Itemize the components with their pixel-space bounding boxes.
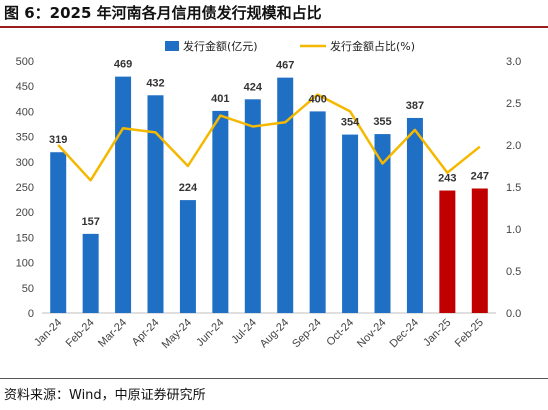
bar <box>342 134 359 313</box>
bar-data-label: 401 <box>211 93 229 105</box>
bar <box>115 76 132 314</box>
ratio-line <box>57 93 481 182</box>
bar <box>82 233 99 313</box>
legend-swatch-bar <box>165 41 179 51</box>
bar-data-label: 387 <box>406 100 424 112</box>
bar <box>277 77 294 313</box>
right-y-tick-label: 2.0 <box>506 140 521 152</box>
bar-data-label: 467 <box>276 60 294 72</box>
bar-data-label: 247 <box>471 171 489 183</box>
legend-label-bar: 发行金额(亿元) <box>183 39 258 53</box>
bar-data-label: 400 <box>308 93 326 105</box>
x-tick-label: Oct-24 <box>324 317 356 349</box>
bar <box>374 134 391 313</box>
right-y-tick-label: 0.0 <box>506 308 521 320</box>
bar-data-label: 424 <box>244 81 263 93</box>
left-y-tick-label: 150 <box>16 232 34 244</box>
right-y-tick-label: 3.0 <box>506 56 521 68</box>
left-y-tick-label: 400 <box>16 106 34 118</box>
left-y-tick-label: 100 <box>16 258 34 270</box>
x-tick-label: Feb-24 <box>64 317 97 350</box>
bar-data-label: 432 <box>146 77 164 89</box>
bar <box>309 111 326 314</box>
title-divider <box>0 26 548 28</box>
source-note: 资料来源：Wind，中原证券研究所 <box>4 388 206 403</box>
legend: 发行金额(亿元) 发行金额占比(%) <box>165 39 415 53</box>
bar-series <box>50 76 488 314</box>
bar <box>406 117 423 314</box>
left-y-tick-label: 0 <box>28 308 34 320</box>
bar <box>179 200 196 313</box>
left-y-tick-label: 50 <box>22 283 34 295</box>
x-tick-label: Jan-25 <box>421 317 453 349</box>
bar <box>471 188 488 313</box>
bar-data-label: 243 <box>438 173 456 185</box>
x-tick-label: Jul-24 <box>229 317 259 347</box>
bar <box>244 99 261 313</box>
right-y-tick-label: 0.5 <box>506 266 521 278</box>
bar-data-label: 319 <box>49 134 67 146</box>
bar <box>212 110 229 313</box>
x-tick-label: Feb-25 <box>453 317 486 350</box>
bar-data-labels: 319 157 469 432 224 401 424 467 400 354 355 387 243 2… <box>49 59 489 228</box>
x-tick-label: Aug-24 <box>258 317 292 351</box>
x-tick-label: Jun-24 <box>194 317 226 349</box>
chart: 0 50 100 150 200 250 300 350 400 450 500 0.0 0.5 1.0… <box>16 39 522 351</box>
bar-data-label: 469 <box>114 59 132 71</box>
right-y-tick-label: 1.0 <box>506 224 521 236</box>
left-y-tick-label: 300 <box>16 157 34 169</box>
right-y-axis: 0.0 0.5 1.0 1.5 2.0 2.5 3.0 <box>506 56 521 320</box>
x-tick-label: Nov-24 <box>355 317 389 351</box>
left-y-tick-label: 250 <box>16 182 34 194</box>
x-tick-label: Jan-24 <box>32 317 64 349</box>
right-y-tick-label: 1.5 <box>506 182 521 194</box>
bar-data-label: 355 <box>373 116 391 128</box>
right-y-tick-label: 2.5 <box>506 98 521 110</box>
left-y-tick-label: 200 <box>16 207 34 219</box>
figure-title: 图 6：2025 年河南各月信用债发行规模和占比 <box>4 4 322 22</box>
x-tick-label: Mar-24 <box>96 317 129 350</box>
x-tick-label: Apr-24 <box>130 317 162 349</box>
bar-data-label: 157 <box>81 216 99 228</box>
legend-label-line: 发行金额占比(%) <box>330 39 415 53</box>
line-series <box>57 93 481 182</box>
left-y-tick-label: 450 <box>16 81 34 93</box>
bar <box>439 190 456 313</box>
x-tick-label: May-24 <box>160 317 194 351</box>
bar-data-label: 354 <box>341 117 360 129</box>
left-y-tick-label: 350 <box>16 132 34 144</box>
bar <box>50 152 67 313</box>
left-y-tick-label: 500 <box>16 56 34 68</box>
bar-data-label: 224 <box>179 182 198 194</box>
bar <box>147 95 164 313</box>
source-divider <box>0 378 548 379</box>
x-tick-label: Dec-24 <box>387 317 421 351</box>
x-tick-label: Sep-24 <box>290 317 324 351</box>
